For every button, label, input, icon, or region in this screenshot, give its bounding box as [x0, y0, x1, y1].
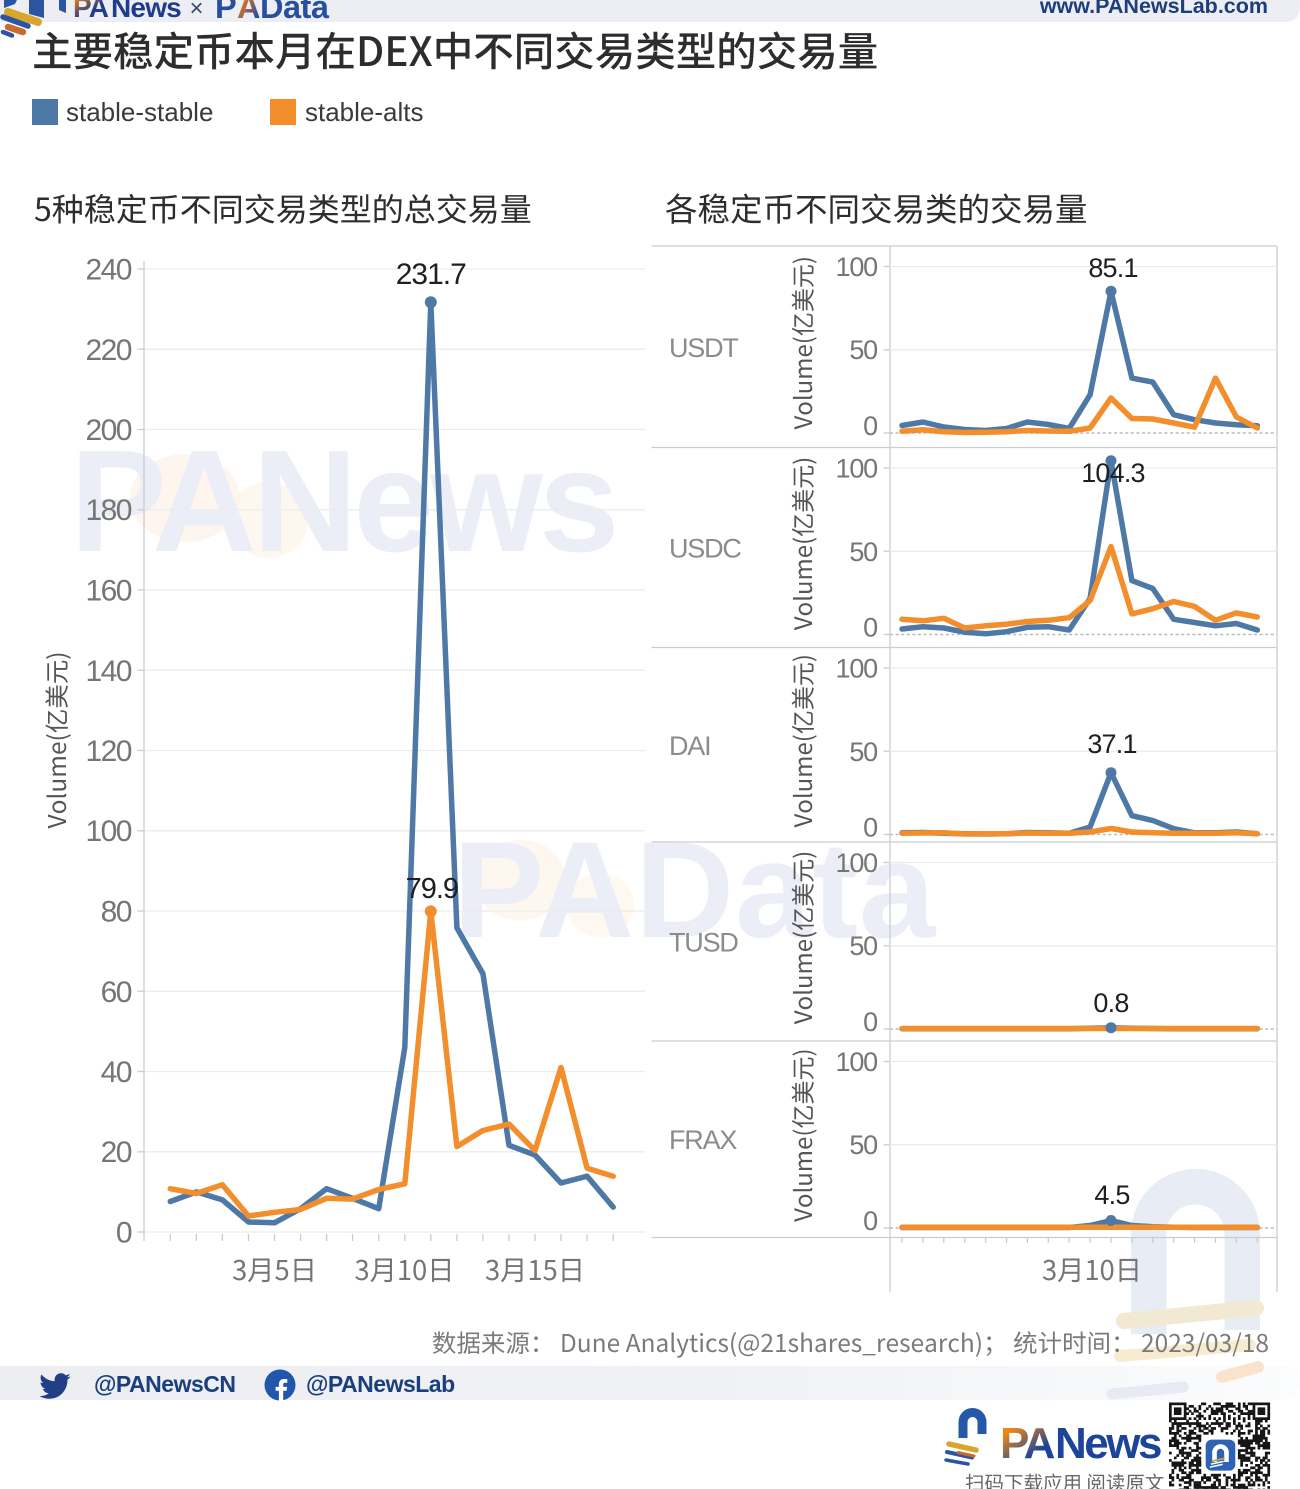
svg-text:50: 50 — [849, 737, 877, 767]
svg-text:80: 80 — [101, 896, 132, 929]
svg-text:0: 0 — [863, 813, 877, 843]
svg-text:100: 100 — [836, 252, 878, 282]
svg-text:160: 160 — [85, 575, 131, 608]
svg-text:0: 0 — [116, 1217, 132, 1250]
svg-text:4.5: 4.5 — [1094, 1180, 1129, 1210]
svg-text:100: 100 — [836, 1047, 878, 1077]
svg-text:200: 200 — [85, 414, 131, 447]
svg-text:PA: PA — [1000, 1419, 1055, 1468]
svg-text:85.1: 85.1 — [1088, 253, 1137, 283]
svg-text:100: 100 — [85, 815, 131, 848]
svg-text:20: 20 — [101, 1136, 132, 1169]
svg-text:220: 220 — [85, 334, 131, 367]
svg-text:79.9: 79.9 — [406, 873, 458, 905]
svg-text:FRAX: FRAX — [669, 1125, 737, 1155]
svg-text:60: 60 — [101, 976, 132, 1009]
svg-text:DAI: DAI — [669, 731, 710, 761]
svg-text:News: News — [111, 0, 181, 23]
svg-text:240: 240 — [85, 254, 131, 287]
svg-text:40: 40 — [101, 1056, 132, 1089]
svg-text:USDT: USDT — [669, 333, 738, 363]
svg-text:140: 140 — [85, 655, 131, 688]
svg-text:@PANewsLab: @PANewsLab — [306, 1371, 455, 1397]
svg-text:37.1: 37.1 — [1087, 729, 1136, 759]
svg-text:TUSD: TUSD — [669, 928, 738, 958]
svg-text:@PANewsCN: @PANewsCN — [94, 1371, 235, 1397]
svg-text:A: A — [237, 0, 260, 25]
svg-text:stable-alts: stable-alts — [305, 97, 424, 127]
svg-text:50: 50 — [849, 1130, 877, 1160]
svg-text:180: 180 — [85, 494, 131, 527]
svg-text:231.7: 231.7 — [396, 258, 466, 291]
svg-text:100: 100 — [836, 454, 878, 484]
svg-text:0: 0 — [863, 1007, 877, 1037]
svg-text:120: 120 — [85, 735, 131, 768]
svg-text:50: 50 — [849, 537, 877, 567]
svg-text:0: 0 — [863, 411, 877, 441]
svg-text:0.8: 0.8 — [1093, 988, 1128, 1018]
svg-text:PAData: PAData — [453, 814, 937, 967]
svg-text:50: 50 — [849, 335, 877, 365]
svg-text:50: 50 — [849, 931, 877, 961]
svg-text:PANews: PANews — [70, 420, 615, 582]
svg-text:USDC: USDC — [669, 534, 741, 564]
svg-text:www.PANewsLab.com: www.PANewsLab.com — [1039, 0, 1268, 18]
svg-text:100: 100 — [836, 848, 878, 878]
svg-text:P: P — [215, 0, 237, 25]
svg-text:0: 0 — [863, 1206, 877, 1236]
svg-text:PA: PA — [73, 0, 109, 23]
svg-text:×: × — [189, 0, 203, 22]
svg-text:stable-stable: stable-stable — [66, 97, 213, 127]
svg-text:104.3: 104.3 — [1081, 458, 1145, 488]
svg-text:Data: Data — [260, 0, 330, 25]
svg-text:News: News — [1055, 1419, 1161, 1468]
svg-text:0: 0 — [863, 613, 877, 643]
svg-text:100: 100 — [836, 654, 878, 684]
